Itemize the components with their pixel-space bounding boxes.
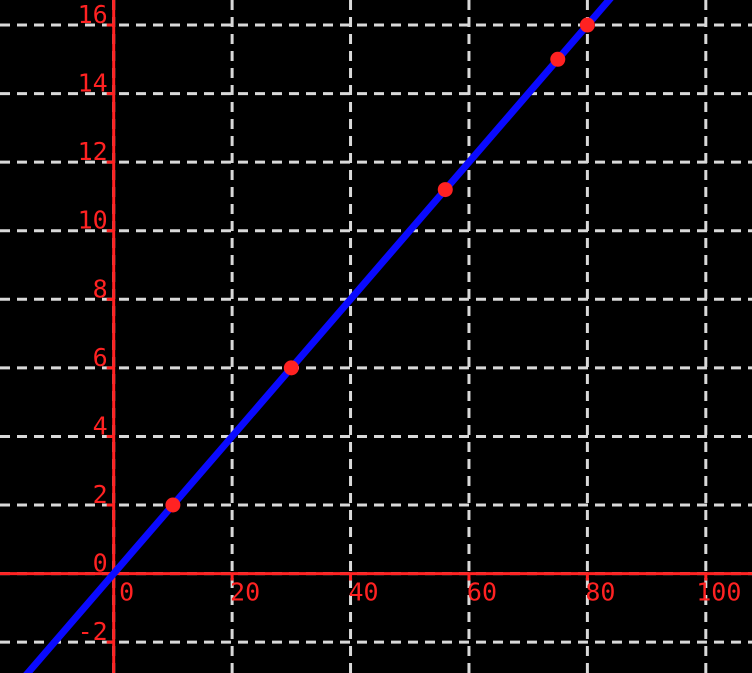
x-tick-label: 20	[230, 578, 260, 607]
data-point	[165, 497, 181, 513]
y-tick-label: 10	[78, 206, 108, 235]
x-tick-label: 0	[119, 578, 134, 607]
y-tick-label: 6	[93, 343, 108, 372]
y-tick-label: 12	[78, 137, 108, 166]
y-tick-label: 0	[93, 549, 108, 578]
y-tick-label: 4	[93, 411, 108, 440]
y-tick-label: 14	[78, 69, 108, 98]
data-point	[550, 51, 566, 67]
x-tick-label: 100	[696, 578, 741, 607]
y-tick-label: 2	[93, 480, 108, 509]
y-tick-label: 8	[93, 274, 108, 303]
x-tick-label: 40	[348, 578, 378, 607]
data-point	[283, 360, 299, 376]
data-point	[579, 17, 595, 33]
x-tick-label: 80	[585, 578, 615, 607]
x-tick-label: 60	[467, 578, 497, 607]
y-tick-label: -2	[78, 617, 108, 646]
data-point	[437, 182, 453, 198]
y-tick-label: 16	[78, 0, 108, 29]
